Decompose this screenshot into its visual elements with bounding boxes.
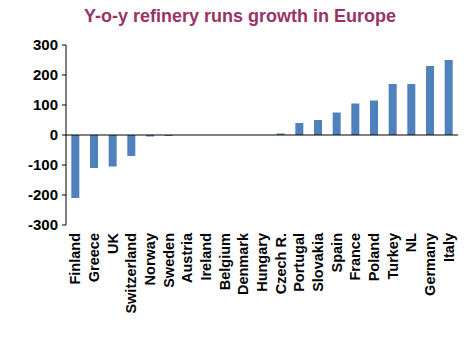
x-tick-label: Finland (67, 233, 83, 285)
y-tick-label: -300 (28, 216, 58, 233)
y-tick (62, 225, 66, 226)
x-tick-label: Sweden (161, 233, 177, 288)
y-tick-label: 0 (50, 126, 58, 143)
x-tick-label: Ireland (198, 233, 214, 281)
y-tick (62, 195, 66, 196)
x-tick-label: Norway (142, 233, 158, 285)
title: Y-o-y refinery runs growth in Europe (84, 6, 396, 26)
x-tick-label: Germany (422, 233, 438, 296)
bar (370, 101, 378, 136)
bar (295, 123, 303, 135)
bars (71, 60, 452, 198)
y-tick (62, 165, 66, 166)
bar (351, 104, 359, 136)
x-tick-label: Poland (366, 233, 382, 281)
x-tick-label: Turkey (385, 233, 401, 279)
x-tick-label: Italy (441, 233, 457, 262)
y-tick (62, 135, 66, 136)
chart-container: Y-o-y refinery runs growth in Europe -300… (0, 0, 476, 347)
bar (90, 135, 98, 168)
y-tick (62, 105, 66, 106)
x-tick-label: Czech R. (273, 233, 289, 294)
bar (426, 66, 434, 135)
bar (407, 84, 415, 135)
x-tick-label: UK (105, 232, 121, 253)
x-tick-label: Greece (86, 233, 102, 282)
x-tick-label: Switzerland (123, 233, 139, 314)
x-tick-label: Austria (179, 232, 195, 283)
bar (333, 113, 341, 136)
x-tick-label: NL (403, 233, 419, 252)
x-axis (66, 135, 458, 136)
y-tick-label: -200 (28, 186, 58, 203)
x-tick-label: France (347, 233, 363, 281)
x-tick-label: Portugal (291, 233, 307, 292)
y-tick (62, 45, 66, 46)
chart-svg: Y-o-y refinery runs growth in Europe -300… (0, 0, 476, 347)
x-tick-label: Denmark (235, 232, 251, 295)
bar (71, 135, 79, 198)
y-tick-label: 100 (33, 96, 58, 113)
y-tick-label: 200 (33, 66, 58, 83)
bar (389, 84, 397, 135)
x-tick-label: Belgium (217, 233, 233, 290)
y-tick-label: -100 (28, 156, 58, 173)
y-tick-label: 300 (33, 36, 58, 53)
x-tick-label: Spain (329, 233, 345, 272)
x-tick-label: Slovakia (310, 232, 326, 292)
x-tick-label: Hungary (254, 233, 270, 292)
bar (127, 135, 135, 156)
bar (445, 60, 453, 135)
bar (109, 135, 117, 167)
bar (314, 120, 322, 135)
y-tick (62, 75, 66, 76)
